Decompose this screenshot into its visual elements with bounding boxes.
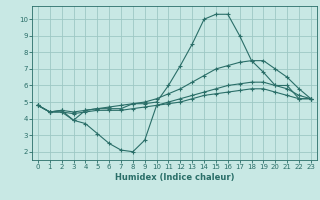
X-axis label: Humidex (Indice chaleur): Humidex (Indice chaleur) <box>115 173 234 182</box>
